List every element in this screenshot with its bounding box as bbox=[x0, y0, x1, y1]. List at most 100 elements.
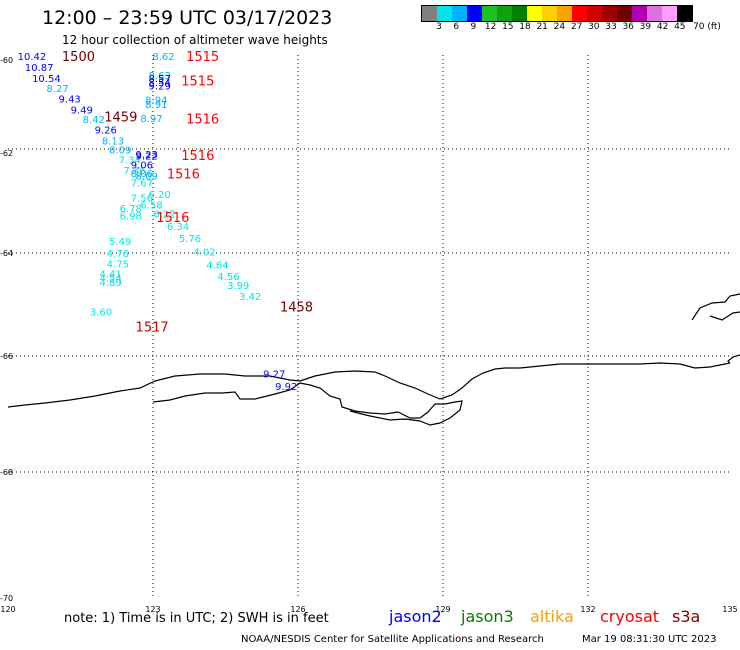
lon-tick-label: 132 bbox=[580, 605, 595, 614]
lon-tick-label: 120 bbox=[0, 605, 15, 614]
wave-height-value: 6.22 bbox=[153, 210, 175, 221]
wave-height-value: 9.92 bbox=[275, 382, 297, 393]
mission-jason3: jason3 bbox=[461, 607, 514, 626]
wave-height-value: 9.27 bbox=[263, 370, 285, 381]
mission-cryosat: cryosat bbox=[600, 607, 660, 626]
wave-height-value: 9.23 bbox=[136, 150, 158, 161]
coastline-island bbox=[691, 293, 740, 321]
wave-height-value: 3.60 bbox=[90, 307, 112, 318]
axis-tick-labels: -60 -62 -64 -66 -68 -70 120 123 126 129 132 135 bbox=[0, 56, 738, 614]
pass-time-label: 1516 bbox=[181, 149, 214, 164]
wave-height-value: 5.49 bbox=[109, 237, 131, 248]
wave-height-value: 6.78 bbox=[120, 204, 142, 215]
coastline-main bbox=[7, 362, 731, 408]
scale-swatch bbox=[527, 6, 542, 21]
wave-height-value: 4.89 bbox=[99, 278, 121, 289]
scale-label: 70 (ft) bbox=[693, 22, 721, 32]
scale-swatch bbox=[467, 6, 482, 21]
scale-label: 39 bbox=[639, 22, 652, 32]
page-title: 12:00 – 23:59 UTC 03/17/2023 bbox=[42, 7, 333, 29]
lon-tick-label: 126 bbox=[290, 605, 305, 614]
wave-height-value: 9.43 bbox=[59, 94, 81, 105]
scale-swatch bbox=[512, 6, 527, 21]
wave-height-value: 7.56 bbox=[131, 193, 153, 204]
scale-label: 9 bbox=[470, 22, 477, 32]
wave-height-value: 10.54 bbox=[32, 74, 61, 85]
wave-height-value: 8.06 bbox=[131, 169, 153, 180]
lat-tick-label: -62 bbox=[0, 149, 13, 158]
wave-height-value: 8.97 bbox=[140, 114, 162, 125]
pass-time-label: 1458 bbox=[280, 300, 313, 315]
scale-swatch bbox=[497, 6, 512, 21]
scale-label: 45 bbox=[674, 22, 686, 32]
wave-height-value: 8.91 bbox=[145, 100, 167, 111]
scale-swatch bbox=[602, 6, 617, 21]
wave-height-value: 7.67 bbox=[131, 179, 153, 190]
wave-height-value: 6.98 bbox=[120, 212, 142, 223]
scale-label: 24 bbox=[553, 22, 566, 32]
pass-time-label: 1459 bbox=[104, 110, 137, 125]
wave-height-value: 6.34 bbox=[167, 222, 189, 233]
scale-swatch bbox=[452, 6, 467, 21]
scale-label: 3 bbox=[436, 22, 442, 32]
scale-swatch bbox=[482, 6, 497, 21]
wave-height-value: 6.58 bbox=[140, 200, 162, 211]
wave-height-value: 7.46 bbox=[124, 166, 146, 177]
pass-time-label: 1500 bbox=[62, 50, 95, 65]
scale-label: 15 bbox=[502, 22, 514, 32]
wave-height-value: 4.75 bbox=[107, 260, 129, 271]
wave-height-value: 4.02 bbox=[193, 248, 215, 259]
wave-height-value: 8.54 bbox=[149, 78, 171, 89]
pass-time-labels: 1500 1515 1515 1459 1516 1516 1516 1516 1458 1517 bbox=[62, 50, 313, 335]
mission-altika: altika bbox=[530, 607, 574, 626]
wave-height-value: 8.09 bbox=[109, 145, 131, 156]
wave-height-value: 9.29 bbox=[149, 81, 171, 92]
coastline-east bbox=[727, 354, 740, 364]
coastline-ice-front bbox=[152, 382, 463, 426]
wave-height-value: 7.34 bbox=[119, 155, 141, 166]
wave-height-value: 3.99 bbox=[227, 281, 249, 292]
lon-tick-label: 123 bbox=[145, 605, 160, 614]
scale-label: 18 bbox=[519, 22, 531, 32]
scale-swatch bbox=[662, 6, 677, 21]
wave-height-value: 5.76 bbox=[179, 234, 201, 245]
wave-height-value: 4.41 bbox=[99, 269, 121, 280]
scale-swatch bbox=[617, 6, 632, 21]
wave-height-value: 8.94 bbox=[145, 96, 167, 107]
mission-jason2: jason2 bbox=[389, 607, 442, 626]
wave-height-value: 4.64 bbox=[206, 261, 228, 272]
wave-height-value: 6.20 bbox=[149, 190, 171, 201]
scale-label: 33 bbox=[605, 22, 617, 32]
scale-swatch bbox=[587, 6, 602, 21]
wave-height-value: 8.57 bbox=[149, 74, 171, 85]
lat-tick-label: -70 bbox=[0, 594, 13, 603]
page-subtitle: 12 hour collection of altimeter wave hei… bbox=[62, 33, 328, 47]
scale-swatch bbox=[422, 6, 437, 21]
lat-tick-label: -60 bbox=[0, 56, 13, 65]
wave-height-value: 10.87 bbox=[25, 63, 54, 74]
wave-height-value: 9.06 bbox=[131, 161, 153, 172]
units-note: note: 1) Time is in UTC; 2) SWH is in fe… bbox=[64, 611, 329, 626]
scale-swatch bbox=[647, 6, 662, 21]
scale-label: 6 bbox=[453, 22, 460, 32]
pass-time-label: 1515 bbox=[181, 75, 214, 90]
scale-label: 27 bbox=[570, 22, 583, 32]
wave-height-value: 8.63 bbox=[149, 71, 171, 82]
pass-time-label: 1516 bbox=[156, 211, 189, 226]
wave-height-value: 8.13 bbox=[102, 136, 124, 147]
mission-s3a: s3a bbox=[672, 607, 701, 626]
wave-height-value: 9.49 bbox=[71, 105, 93, 116]
pass-time-label: 1517 bbox=[136, 321, 169, 336]
wave-height-value: 3.42 bbox=[239, 292, 261, 303]
antarctic-coastline bbox=[7, 293, 740, 426]
scale-label: 12 bbox=[484, 22, 497, 32]
coastline-island bbox=[709, 311, 740, 321]
color-scale-labels: 3 6 9 12 15 18 21 24 27 30 33 36 39 42 45 70 (ft) bbox=[421, 22, 740, 34]
wave-height-value: 8.27 bbox=[47, 84, 69, 95]
scale-swatch bbox=[677, 6, 692, 21]
wave-height-value: 4.56 bbox=[217, 272, 239, 283]
lon-tick-label: 135 bbox=[722, 605, 737, 614]
lat-tick-label: -66 bbox=[0, 352, 13, 361]
wave-height-value: 9.26 bbox=[95, 125, 117, 136]
